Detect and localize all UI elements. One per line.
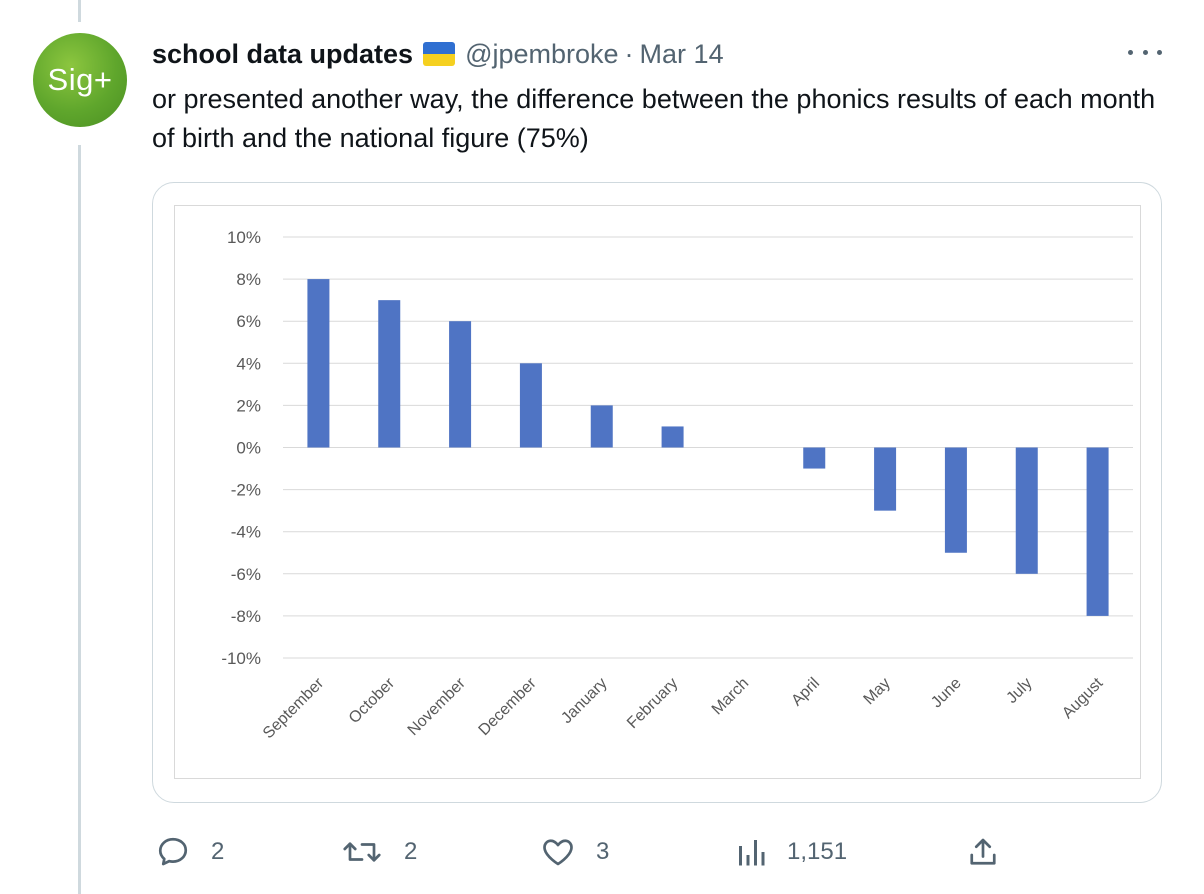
author-handle[interactable]: @jpembroke xyxy=(465,38,619,69)
y-tick-label: 2% xyxy=(236,396,261,415)
bar-september xyxy=(307,279,330,448)
x-tick-label: February xyxy=(624,675,681,732)
x-tick-label: April xyxy=(788,675,823,710)
views-button[interactable]: 1,151 xyxy=(735,832,847,872)
share-icon xyxy=(970,838,996,865)
bar-october xyxy=(378,300,401,448)
reply-icon xyxy=(158,837,188,866)
x-tick-label: November xyxy=(405,674,470,739)
thread-line-bottom xyxy=(78,145,81,894)
tweet-text: or presented another way, the difference… xyxy=(152,84,1156,153)
analytics-icon xyxy=(739,840,765,866)
thread-line-top xyxy=(78,0,81,22)
view-count: 1,151 xyxy=(787,838,848,865)
x-tick-label: September xyxy=(260,674,328,742)
x-tick-label: January xyxy=(558,675,610,727)
chart-frame: 10% 8% 6% 4% 2% 0% -2% -4% -6% -8% -10% September Oc… xyxy=(174,205,1141,779)
y-tick-label: 0% xyxy=(236,439,261,458)
action-bar: 2 2 3 1,151 xyxy=(0,832,1204,872)
x-tick-label: May xyxy=(861,675,894,708)
y-tick-label: 10% xyxy=(227,228,261,247)
author-name[interactable]: school data updates xyxy=(152,38,414,69)
tweet-header: school data updates @jpembroke · Mar 14 xyxy=(152,36,724,72)
bar-december xyxy=(519,363,542,448)
x-tick-label: August xyxy=(1059,674,1107,722)
bar-january xyxy=(590,405,613,448)
ukraine-flag-icon xyxy=(423,42,456,66)
repost-count: 2 xyxy=(404,838,418,865)
y-tick-label: -10% xyxy=(221,649,261,668)
bar-february xyxy=(661,426,684,448)
x-tick-label: July xyxy=(1003,675,1035,707)
x-tick-label: October xyxy=(346,674,399,727)
x-tick-label: June xyxy=(928,675,965,712)
share-button[interactable] xyxy=(965,832,1001,872)
reply-button[interactable]: 2 xyxy=(155,832,224,872)
y-tick-label: -8% xyxy=(231,607,261,626)
more-options-icon[interactable] xyxy=(1128,38,1162,66)
like-count: 3 xyxy=(596,838,610,865)
bar-chart: 10% 8% 6% 4% 2% 0% -2% -4% -6% -8% -10% September Oc… xyxy=(221,228,1133,742)
like-button[interactable]: 3 xyxy=(540,832,609,872)
y-tick-label: 6% xyxy=(236,312,261,331)
repost-button[interactable]: 2 xyxy=(340,832,417,872)
x-tick-label: December xyxy=(476,674,541,739)
bar-july xyxy=(1015,447,1038,574)
y-tick-label: 4% xyxy=(236,354,261,373)
avatar[interactable]: Sig+ xyxy=(33,33,127,127)
y-tick-label: 8% xyxy=(236,270,261,289)
bar-november xyxy=(449,321,472,448)
y-tick-label: -4% xyxy=(231,523,261,542)
bar-april xyxy=(803,447,826,469)
bar-june xyxy=(944,447,967,553)
avatar-label: Sig+ xyxy=(47,62,113,97)
tweet-media-image[interactable]: 10% 8% 6% 4% 2% 0% -2% -4% -6% -8% -10% September Oc… xyxy=(152,182,1162,803)
x-tick-label: March xyxy=(709,675,752,718)
tweet-date[interactable]: Mar 14 xyxy=(639,38,724,69)
y-tick-label: -6% xyxy=(231,565,261,584)
heart-icon xyxy=(543,839,573,866)
separator-dot: · xyxy=(624,38,634,69)
bar-august xyxy=(1086,447,1109,616)
repost-icon xyxy=(343,842,381,862)
reply-count: 2 xyxy=(211,838,225,865)
y-tick-label: -2% xyxy=(231,481,261,500)
bar-may xyxy=(874,447,897,511)
